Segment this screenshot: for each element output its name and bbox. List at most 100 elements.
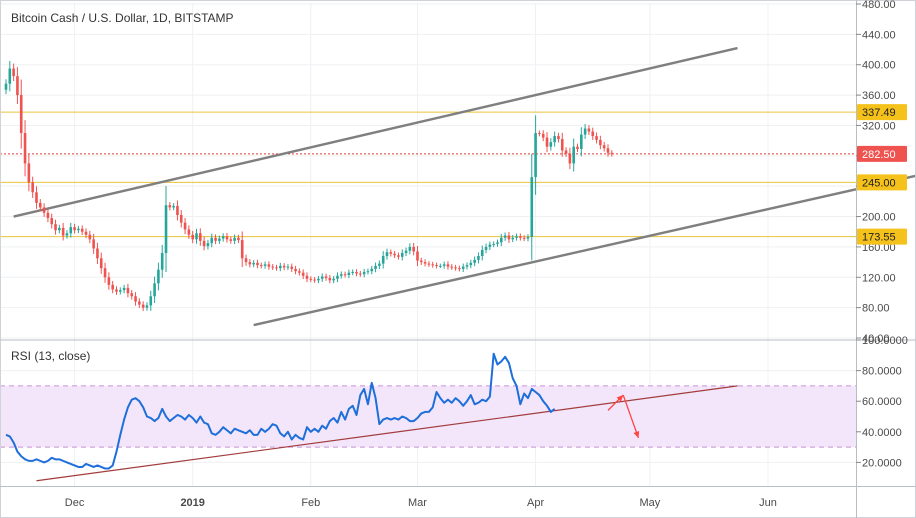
arrows [607,394,640,439]
channel-line [13,46,738,218]
candle-body [58,227,61,231]
candle [27,154,31,192]
candle-body [545,137,549,147]
candle-body [606,148,610,153]
candle [61,222,65,241]
candle-body [446,264,450,267]
candle-body [183,222,187,230]
candle [362,268,366,278]
candle [560,132,564,157]
axis-tick-label: 40.0000 [862,427,902,439]
candle-body [27,163,31,183]
candle [248,259,252,268]
candle [389,249,393,257]
candle [279,262,282,272]
candle-body [229,239,233,241]
candle-body [199,233,202,241]
candle [111,280,114,294]
candle-body [256,262,259,266]
candle [271,264,274,270]
candle [221,233,225,242]
x-axis[interactable]: Dec 2019 Feb Mar Apr May Jun [65,497,777,509]
candle-body [469,262,473,266]
candle-body [378,263,381,266]
candle-body [332,278,335,281]
candle-body [324,276,328,279]
candle-body [427,263,431,265]
axis-tick-label: 200.00 [862,212,896,224]
candle-body [141,304,145,308]
candle [320,273,324,282]
axis-tick-label: 320.00 [862,120,896,132]
candle-body [88,234,92,240]
x-axis-label: Feb [301,497,320,509]
candle-body [461,266,465,269]
candle-body [477,256,480,260]
candle [332,275,335,284]
arrow-head [633,430,640,438]
candle-body [480,249,484,257]
candle [107,272,111,290]
candle [282,263,286,271]
candle [343,271,347,278]
candle [38,199,42,212]
candle [572,138,575,172]
candle [77,225,80,234]
candle-body [347,272,351,275]
candle [454,264,457,271]
candle-body [164,205,168,253]
horizontal-levels [0,111,856,238]
candle-body [317,278,320,281]
candle-body [275,267,278,269]
candle [480,245,484,261]
candle-body [42,207,46,213]
candle [145,302,149,311]
candle-body [431,264,435,266]
candle [42,203,46,217]
candle [465,262,469,270]
arrow [622,394,640,439]
candle [526,234,530,242]
arrow [607,394,624,411]
candle-body [8,68,12,84]
x-axis-label: Mar [408,497,427,509]
candle-body [336,275,339,279]
candle-body [153,283,156,297]
candle [172,203,175,211]
chart-title: Bitcoin Cash / U.S. Dollar, 1D, BITSTAMP [11,11,234,25]
candle [225,232,229,243]
candle [469,259,473,269]
candle-body [218,238,221,241]
candle [12,63,15,82]
level-label-text: 245.00 [862,177,896,189]
axis-tick-label: 20.0000 [862,457,902,469]
candle-body [126,287,130,294]
axis-tick-label: 40.00 [862,333,890,345]
candle [366,268,370,275]
candle [214,234,217,245]
candle-body [541,133,545,138]
candle-body [591,131,595,137]
candle [580,127,583,157]
candle [393,250,396,259]
candle [591,127,595,140]
candle-body [187,229,191,235]
candle [157,262,160,291]
candle-body [214,237,217,241]
candle-body [507,235,511,240]
candle-body [290,266,294,269]
candle [134,292,137,306]
candle [176,200,179,221]
candle-body [282,265,286,268]
candle [484,243,488,254]
candle-body [240,240,244,259]
y-axis[interactable]: 480.00440.00400.00360.00320.00280.00240.… [856,0,908,469]
candle-body [442,264,446,266]
candle [290,263,294,272]
arrow-head [616,395,624,402]
axis-tick-label: 80.00 [862,303,890,315]
candle-body [107,277,111,285]
candle-body [73,227,76,231]
x-axis-label: Dec [65,497,85,509]
